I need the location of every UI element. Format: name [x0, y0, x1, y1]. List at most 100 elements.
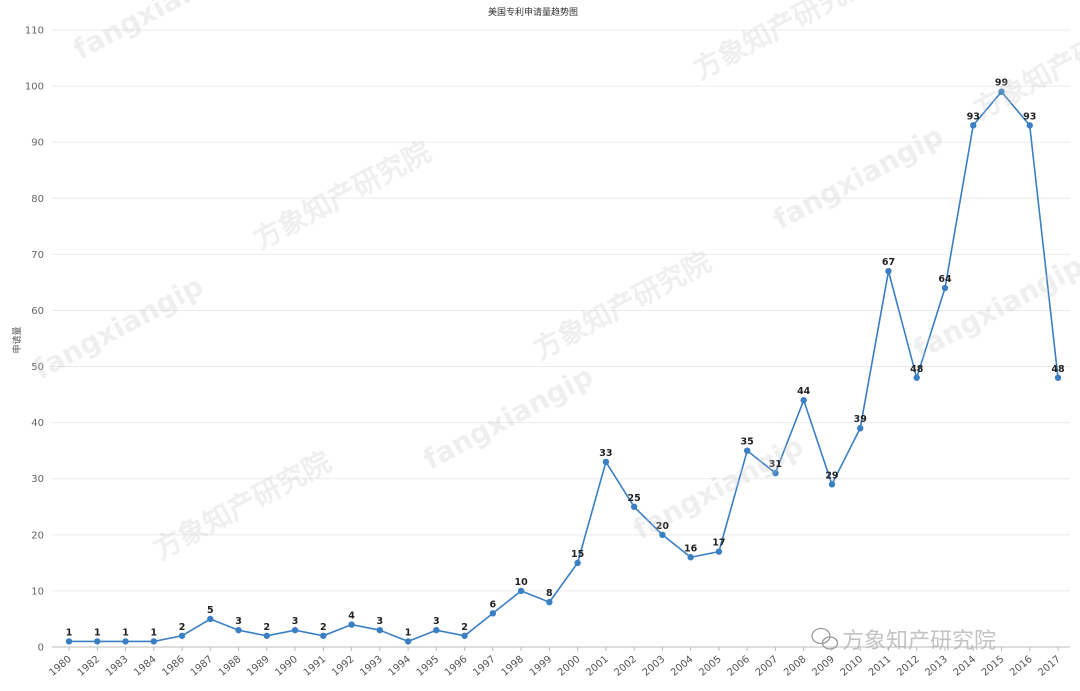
corner-watermark-text: 方象知产研究院: [842, 629, 996, 654]
x-tick-label: 2013: [923, 654, 950, 679]
x-tick-label: 1993: [358, 654, 385, 679]
data-label: 16: [684, 543, 698, 554]
x-tick-label: 1982: [76, 654, 103, 679]
y-tick-label: 80: [31, 194, 44, 205]
data-point: [913, 374, 920, 381]
data-point: [178, 632, 186, 639]
watermark-text: 方象知产研究院: [248, 135, 437, 256]
data-point: [772, 469, 779, 477]
watermark-text: fangxiangip: [28, 269, 209, 386]
y-tick-label: 50: [31, 362, 44, 373]
data-label: 39: [854, 414, 867, 425]
y-tick-label: 60: [31, 306, 44, 317]
watermark-text: 方象知产研究院: [528, 245, 717, 366]
watermark-text: 方象知产研究院: [148, 445, 337, 566]
x-tick-label: 2010: [839, 654, 866, 679]
data-label: 44: [797, 386, 811, 397]
x-tick-label: 2011: [867, 654, 894, 679]
x-tick-label: 2009: [810, 654, 837, 679]
data-label: 1: [405, 627, 412, 638]
x-tick-label: 2017: [1036, 654, 1063, 679]
data-label: 1: [122, 627, 129, 638]
data-point: [320, 632, 327, 639]
data-point: [885, 267, 892, 275]
data-label: 31: [769, 459, 782, 470]
data-point: [998, 88, 1005, 95]
x-tick-label: 1996: [443, 654, 470, 679]
x-tick-label: 2012: [895, 654, 922, 679]
y-tick-label: 90: [31, 138, 44, 149]
data-point: [1054, 374, 1062, 381]
data-label: 17: [712, 538, 725, 549]
data-point: [150, 638, 157, 645]
y-tick-label: 100: [25, 82, 44, 93]
data-label: 4: [348, 611, 355, 622]
data-point: [461, 632, 468, 639]
chart-title: 美国专利申请量趋势图: [488, 6, 578, 18]
watermark-text: fangxiangip: [418, 359, 599, 476]
data-label: 2: [320, 622, 327, 633]
data-label: 1: [150, 627, 157, 638]
data-point: [857, 425, 864, 432]
y-tick-label: 20: [31, 530, 44, 541]
x-tick-label: 2002: [613, 654, 640, 679]
x-tick-label: 1998: [499, 654, 526, 679]
x-tick-label: 2003: [641, 654, 668, 679]
data-points: [65, 88, 1062, 645]
data-point: [1026, 122, 1033, 129]
x-tick-label: 1987: [189, 654, 216, 679]
data-label: 10: [514, 577, 528, 588]
data-label: 5: [207, 605, 214, 616]
data-label: 25: [628, 493, 641, 504]
data-label: 99: [995, 78, 1008, 89]
data-point: [687, 554, 694, 561]
data-label: 48: [910, 364, 924, 375]
data-point: [122, 638, 129, 645]
data-label: 2: [263, 622, 270, 633]
y-tick-label: 110: [25, 26, 44, 37]
data-point: [546, 598, 553, 606]
y-tick-label: 30: [31, 474, 44, 485]
x-tick-label: 2008: [782, 654, 809, 679]
x-tick-label: 2000: [556, 654, 583, 679]
watermark-text: fangxiangip: [68, 0, 249, 66]
data-point: [404, 638, 412, 645]
x-tick-label: 1999: [528, 654, 555, 679]
data-label: 67: [882, 257, 895, 268]
data-label: 6: [490, 599, 497, 610]
data-label: 8: [546, 588, 553, 599]
data-labels: 1 1 1 1253232431326108153325201617353144293…: [66, 78, 1065, 639]
x-tick-label: 1995: [415, 654, 442, 679]
data-label: 3: [377, 616, 384, 627]
data-label: 3: [235, 616, 242, 627]
data-label: 33: [599, 448, 612, 459]
x-tick-label: 1980: [47, 654, 74, 679]
watermark-text: fangxiangip: [768, 119, 949, 236]
data-label: 1: [66, 627, 73, 638]
x-tick-label: 1983: [104, 654, 131, 679]
data-point: [970, 122, 977, 129]
x-tick-label: 1986: [160, 654, 187, 679]
y-axis-label: 申请量: [11, 326, 23, 353]
data-point: [376, 626, 384, 634]
data-label: 2: [461, 622, 468, 633]
data-label: 20: [656, 521, 670, 532]
data-label: 2: [179, 622, 186, 633]
watermark-text: 方象知产研究院: [968, 5, 1080, 126]
x-tick-label: 1992: [330, 654, 357, 679]
x-tick-label: 1997: [471, 654, 498, 679]
data-label: 93: [1023, 111, 1036, 122]
y-tick-label: 10: [31, 586, 44, 597]
data-point: [715, 548, 723, 555]
data-point: [659, 531, 666, 539]
watermark-text: 方象知产研究院: [688, 0, 877, 86]
data-point: [348, 621, 355, 628]
y-tick-label: 40: [31, 418, 44, 429]
data-label: 1: [94, 627, 101, 638]
x-tick-label: 2006: [726, 654, 753, 679]
watermark-text: fangxiangip: [628, 429, 809, 546]
data-label: 3: [292, 616, 299, 627]
data-label: 3: [433, 616, 440, 627]
x-tick-label: 1989: [245, 654, 272, 679]
